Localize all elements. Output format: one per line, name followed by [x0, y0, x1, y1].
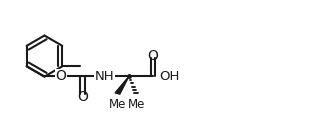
- Polygon shape: [115, 76, 129, 94]
- Text: Me: Me: [109, 98, 126, 111]
- Text: O: O: [77, 90, 88, 104]
- Text: O: O: [147, 49, 158, 63]
- Text: NH: NH: [95, 70, 114, 83]
- Text: OH: OH: [159, 70, 180, 83]
- Text: O: O: [56, 69, 66, 83]
- Text: O: O: [56, 69, 66, 83]
- Text: Me: Me: [128, 98, 145, 111]
